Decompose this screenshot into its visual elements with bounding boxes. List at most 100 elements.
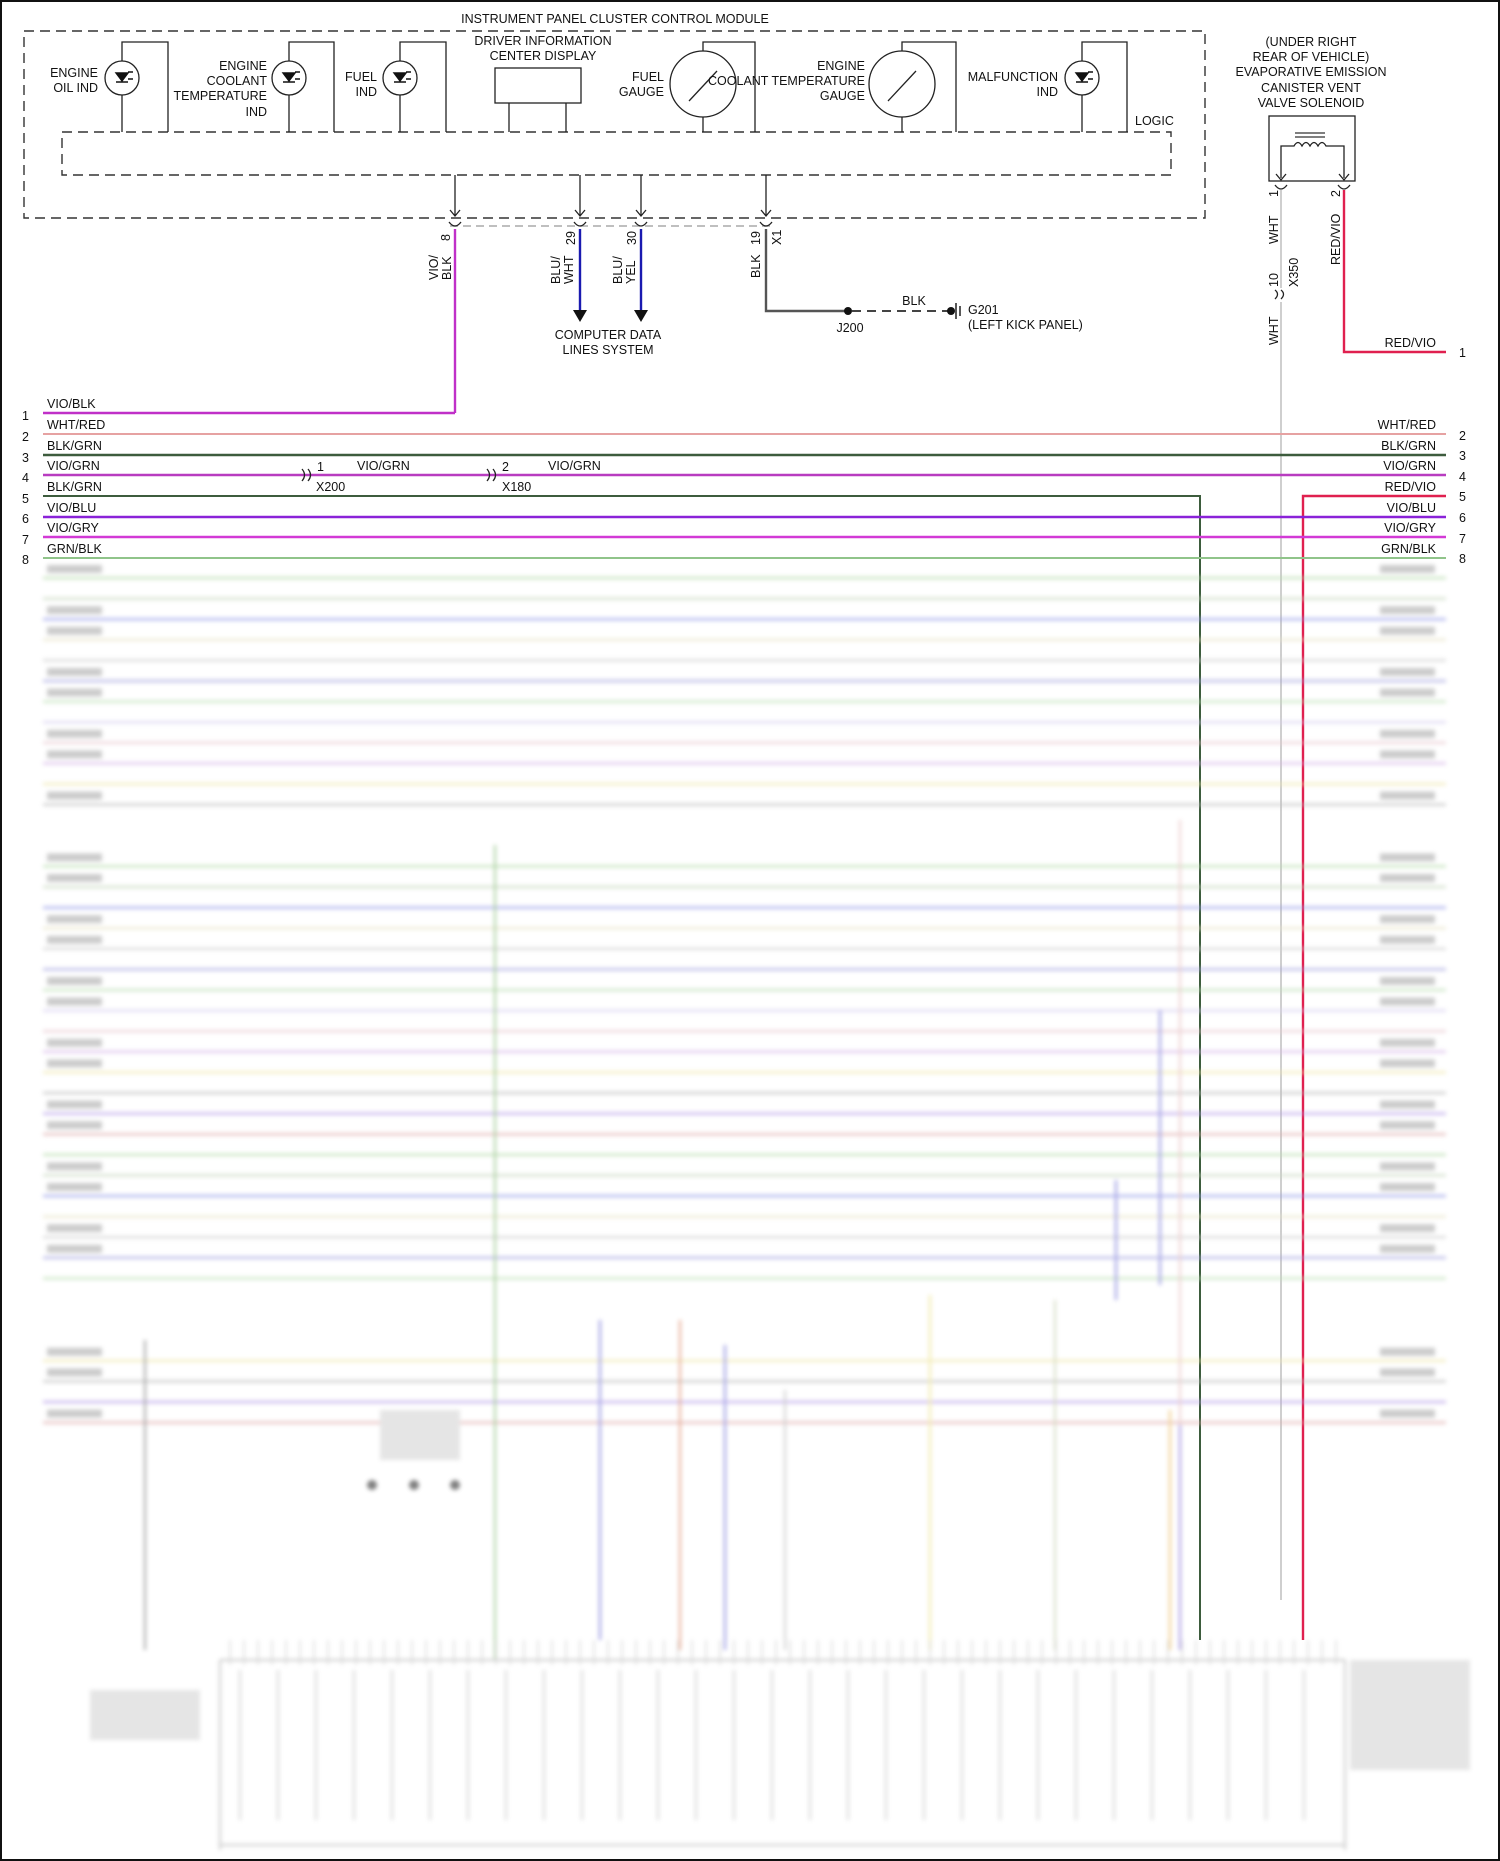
label: COOLANT TEMPERATURE xyxy=(708,74,865,88)
obscured-label xyxy=(47,935,102,944)
wire-label: VIO/GRY xyxy=(1384,521,1437,535)
pin-number: 19 xyxy=(749,231,763,245)
wire-label: BLK xyxy=(902,294,926,308)
wire-label: BLK xyxy=(749,254,763,278)
label: GAUGE xyxy=(619,85,664,99)
gauge-icon xyxy=(669,50,737,118)
wire-label: VIO/GRN xyxy=(548,459,601,473)
wire-label: GRN/BLK xyxy=(47,542,103,556)
arrow-icon xyxy=(634,310,648,322)
wire-label: VIO/ xyxy=(427,254,441,280)
row-number: 8 xyxy=(1459,552,1466,566)
label: CANISTER VENT xyxy=(1261,81,1361,95)
computer-data-lines-label: LINES SYSTEM xyxy=(563,343,654,357)
obscured-label xyxy=(1380,874,1435,882)
obscured-label xyxy=(1380,1224,1435,1233)
splice-label: J200 xyxy=(836,321,863,335)
wire-label: VIO/BLU xyxy=(1387,501,1436,515)
wire-row-5 xyxy=(43,495,1201,1640)
row-number: 4 xyxy=(22,471,29,485)
row-number: 6 xyxy=(1459,511,1466,525)
obscured-label xyxy=(1380,1409,1435,1418)
ground-icon xyxy=(947,303,961,319)
obscured-splice xyxy=(409,1480,419,1490)
obscured-label xyxy=(380,1410,460,1460)
label: IND xyxy=(245,105,267,119)
wire-label: VIO/BLK xyxy=(47,397,96,411)
wire-label: WHT/RED xyxy=(1378,418,1436,432)
obscured-label xyxy=(1380,1244,1435,1253)
obscured-label xyxy=(1380,791,1435,800)
evap-canister-vent-solenoid: (UNDER RIGHT REAR OF VEHICLE) EVAPORATIV… xyxy=(1236,35,1386,190)
pin-number: 1 xyxy=(1267,190,1281,197)
wire-label: BLK/GRN xyxy=(47,480,102,494)
obscured-label xyxy=(47,853,102,862)
label: FUEL xyxy=(632,70,664,84)
obscured-label xyxy=(47,1121,102,1130)
wire-label: VIO/BLU xyxy=(47,501,96,515)
pin-number: 8 xyxy=(439,234,453,241)
obscured-label xyxy=(90,1690,200,1740)
wire-label: BLK/GRN xyxy=(47,439,102,453)
row-number: 7 xyxy=(1459,532,1466,546)
row-labels: 1 VIO/BLK 2 WHT/RED WHT/RED 2 3 BLK/GRN … xyxy=(22,397,1466,567)
obscured-label xyxy=(1380,977,1435,985)
obscured-label xyxy=(1380,997,1435,1006)
obscured-label xyxy=(1350,1660,1470,1770)
wire-label: BLK/GRN xyxy=(1381,439,1436,453)
wire-red-vio xyxy=(1342,190,1446,354)
connector-pin: 2 xyxy=(502,460,509,474)
wire-label: WHT xyxy=(1267,215,1281,244)
fuel-indicator: FUEL IND xyxy=(345,41,447,132)
row-number: 5 xyxy=(22,492,29,506)
malfunction-indicator: MALFUNCTION IND xyxy=(968,41,1128,132)
obscured-label xyxy=(47,1038,102,1047)
obscured-label xyxy=(47,1224,102,1233)
obscured-label xyxy=(1380,853,1435,862)
connector-pin: 1 xyxy=(317,460,324,474)
splice-j200 xyxy=(844,307,852,315)
pin-number: 2 xyxy=(1329,190,1343,197)
obscured-label xyxy=(47,1368,102,1377)
connector-label: X350 xyxy=(1287,258,1301,287)
label: ENGINE xyxy=(817,59,865,73)
obscured-label xyxy=(47,977,102,985)
obscured-label xyxy=(47,626,102,635)
module-logic-block xyxy=(61,131,1172,176)
wire-row-5-right xyxy=(1301,494,1446,1640)
obscured-label xyxy=(1380,1347,1435,1356)
connector-label: X180 xyxy=(502,480,531,494)
wire-label: RED/VIO xyxy=(1329,213,1343,265)
label: ENGINE xyxy=(219,59,267,73)
row-number: 1 xyxy=(22,409,29,423)
obscured-label xyxy=(47,565,102,573)
row-number: 3 xyxy=(1459,449,1466,463)
obscured-label xyxy=(1380,668,1435,676)
obscured-splice xyxy=(450,1480,460,1490)
obscured-label xyxy=(1380,1183,1435,1191)
connector-icon xyxy=(301,468,312,482)
obscured-label xyxy=(47,1059,102,1068)
label: IND xyxy=(355,85,377,99)
engine-coolant-temperature-gauge: ENGINE COOLANT TEMPERATURE GAUGE xyxy=(708,41,957,132)
obscured-label xyxy=(1380,729,1435,738)
obscured-label xyxy=(47,1100,102,1109)
obscured-label xyxy=(1380,565,1435,573)
label: FUEL xyxy=(345,70,377,84)
obscured-label xyxy=(47,874,102,882)
connector-icon xyxy=(486,468,497,482)
wire-label: BLK xyxy=(440,256,454,280)
obscured-label xyxy=(1380,1162,1435,1171)
wire-label: WHT xyxy=(562,255,576,284)
obscured-label xyxy=(1380,1368,1435,1377)
wire-label: RED/VIO xyxy=(1385,480,1437,494)
obscured-label xyxy=(47,606,102,615)
harness-rows xyxy=(43,411,1446,1640)
wire-label: WHT/RED xyxy=(47,418,105,432)
arrow-icon xyxy=(573,310,587,322)
coil-icon xyxy=(1280,132,1345,178)
obscured-label xyxy=(1380,750,1435,759)
obscured-label xyxy=(47,1409,102,1418)
row-number: 2 xyxy=(1459,429,1466,443)
